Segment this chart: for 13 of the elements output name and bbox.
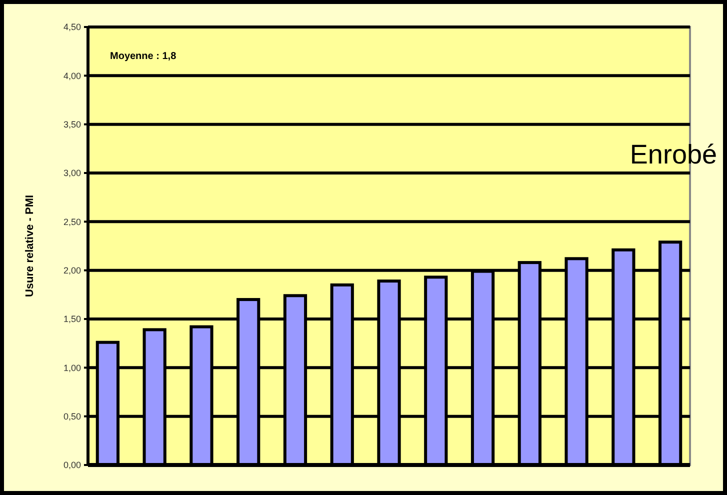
y-tick-label: 0,00 [63,460,81,470]
y-tick-label: 3,00 [63,168,81,178]
y-tick-label: 4,00 [63,70,81,81]
y-tick-label: 0,50 [63,411,81,422]
annotation: Enrobé [630,139,717,170]
y-tick-label: 1,00 [63,362,81,373]
annotation: Moyenne : 1,8 [110,51,177,62]
y-tick-label: 4,50 [63,22,81,32]
y-tick-label: 2,50 [63,216,81,227]
y-axis-title: Usure relative - PMI [24,194,36,298]
y-tick-label: 2,00 [63,265,81,276]
y-tick-label: 1,50 [63,314,81,324]
y-tick-label: 3,50 [63,119,81,130]
